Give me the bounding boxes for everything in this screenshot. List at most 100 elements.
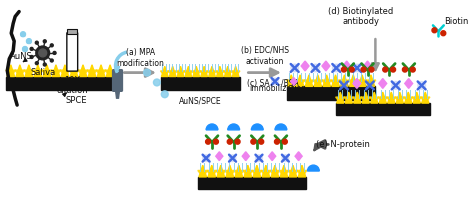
Polygon shape	[344, 97, 347, 100]
Polygon shape	[21, 70, 25, 73]
Polygon shape	[388, 92, 395, 103]
Circle shape	[391, 67, 396, 72]
Polygon shape	[6, 70, 9, 73]
Polygon shape	[350, 97, 354, 100]
Circle shape	[392, 81, 400, 89]
Circle shape	[402, 67, 407, 72]
Polygon shape	[21, 32, 25, 36]
Polygon shape	[337, 92, 344, 103]
Text: SPCE: SPCE	[66, 96, 87, 105]
Polygon shape	[395, 97, 399, 100]
Circle shape	[251, 139, 256, 144]
Polygon shape	[280, 165, 288, 177]
Polygon shape	[270, 170, 273, 173]
Polygon shape	[358, 75, 366, 86]
Circle shape	[283, 139, 287, 144]
Polygon shape	[225, 170, 228, 173]
Circle shape	[154, 79, 160, 86]
Polygon shape	[313, 80, 317, 83]
Polygon shape	[222, 170, 226, 173]
Text: (c) SA: (c) SA	[247, 79, 270, 88]
Circle shape	[39, 49, 46, 57]
Polygon shape	[116, 90, 119, 98]
Circle shape	[206, 139, 210, 144]
Polygon shape	[229, 71, 232, 73]
Polygon shape	[96, 70, 100, 73]
Polygon shape	[269, 152, 276, 161]
Polygon shape	[418, 97, 421, 100]
Polygon shape	[267, 170, 271, 173]
Circle shape	[410, 67, 415, 72]
Polygon shape	[192, 71, 195, 73]
Circle shape	[341, 67, 346, 72]
Polygon shape	[185, 66, 191, 77]
Circle shape	[259, 139, 264, 144]
Polygon shape	[105, 70, 109, 73]
Polygon shape	[61, 65, 69, 77]
Polygon shape	[332, 75, 339, 86]
Polygon shape	[66, 70, 70, 73]
Polygon shape	[225, 66, 231, 77]
Polygon shape	[223, 71, 227, 73]
Polygon shape	[190, 71, 193, 73]
Polygon shape	[221, 71, 224, 73]
Polygon shape	[208, 165, 216, 177]
Circle shape	[349, 67, 354, 72]
Polygon shape	[294, 170, 298, 173]
Polygon shape	[244, 165, 252, 177]
Circle shape	[213, 139, 219, 144]
Polygon shape	[193, 66, 200, 77]
Circle shape	[203, 155, 210, 162]
Polygon shape	[362, 92, 369, 103]
Polygon shape	[162, 66, 168, 77]
Polygon shape	[217, 66, 223, 77]
Polygon shape	[57, 70, 61, 73]
Polygon shape	[413, 92, 420, 103]
Circle shape	[272, 78, 278, 85]
Polygon shape	[87, 70, 91, 73]
Polygon shape	[216, 71, 219, 73]
Polygon shape	[319, 80, 323, 83]
Polygon shape	[348, 80, 352, 83]
Bar	[161, 77, 239, 90]
Text: (b) EDC/NHS
activation: (b) EDC/NHS activation	[241, 46, 289, 66]
Polygon shape	[111, 70, 115, 73]
Polygon shape	[253, 165, 261, 177]
Polygon shape	[367, 97, 371, 100]
Circle shape	[227, 139, 232, 144]
Polygon shape	[168, 71, 172, 73]
Polygon shape	[23, 47, 27, 51]
Text: /BSA: /BSA	[281, 79, 299, 88]
Bar	[6, 77, 115, 90]
Polygon shape	[216, 170, 219, 173]
Bar	[67, 29, 77, 34]
Bar	[68, 48, 76, 70]
Polygon shape	[234, 170, 237, 173]
Circle shape	[23, 46, 27, 51]
Polygon shape	[401, 97, 404, 100]
Polygon shape	[336, 97, 339, 100]
Polygon shape	[252, 170, 255, 173]
Polygon shape	[166, 71, 169, 73]
Circle shape	[50, 59, 53, 62]
Polygon shape	[354, 92, 361, 103]
Polygon shape	[231, 71, 235, 73]
Bar	[198, 177, 307, 189]
Polygon shape	[375, 97, 379, 100]
Polygon shape	[88, 65, 96, 77]
Text: (a) MPA
modification: (a) MPA modification	[116, 48, 164, 68]
Circle shape	[43, 63, 46, 66]
Polygon shape	[213, 170, 217, 173]
Polygon shape	[198, 71, 201, 73]
Polygon shape	[207, 170, 210, 173]
Polygon shape	[353, 79, 361, 88]
Polygon shape	[357, 80, 361, 83]
Circle shape	[255, 155, 263, 162]
Circle shape	[36, 41, 38, 44]
Polygon shape	[298, 165, 306, 177]
Polygon shape	[176, 71, 179, 73]
FancyBboxPatch shape	[113, 70, 122, 91]
Circle shape	[36, 62, 38, 65]
Polygon shape	[286, 80, 290, 83]
Polygon shape	[337, 80, 340, 83]
